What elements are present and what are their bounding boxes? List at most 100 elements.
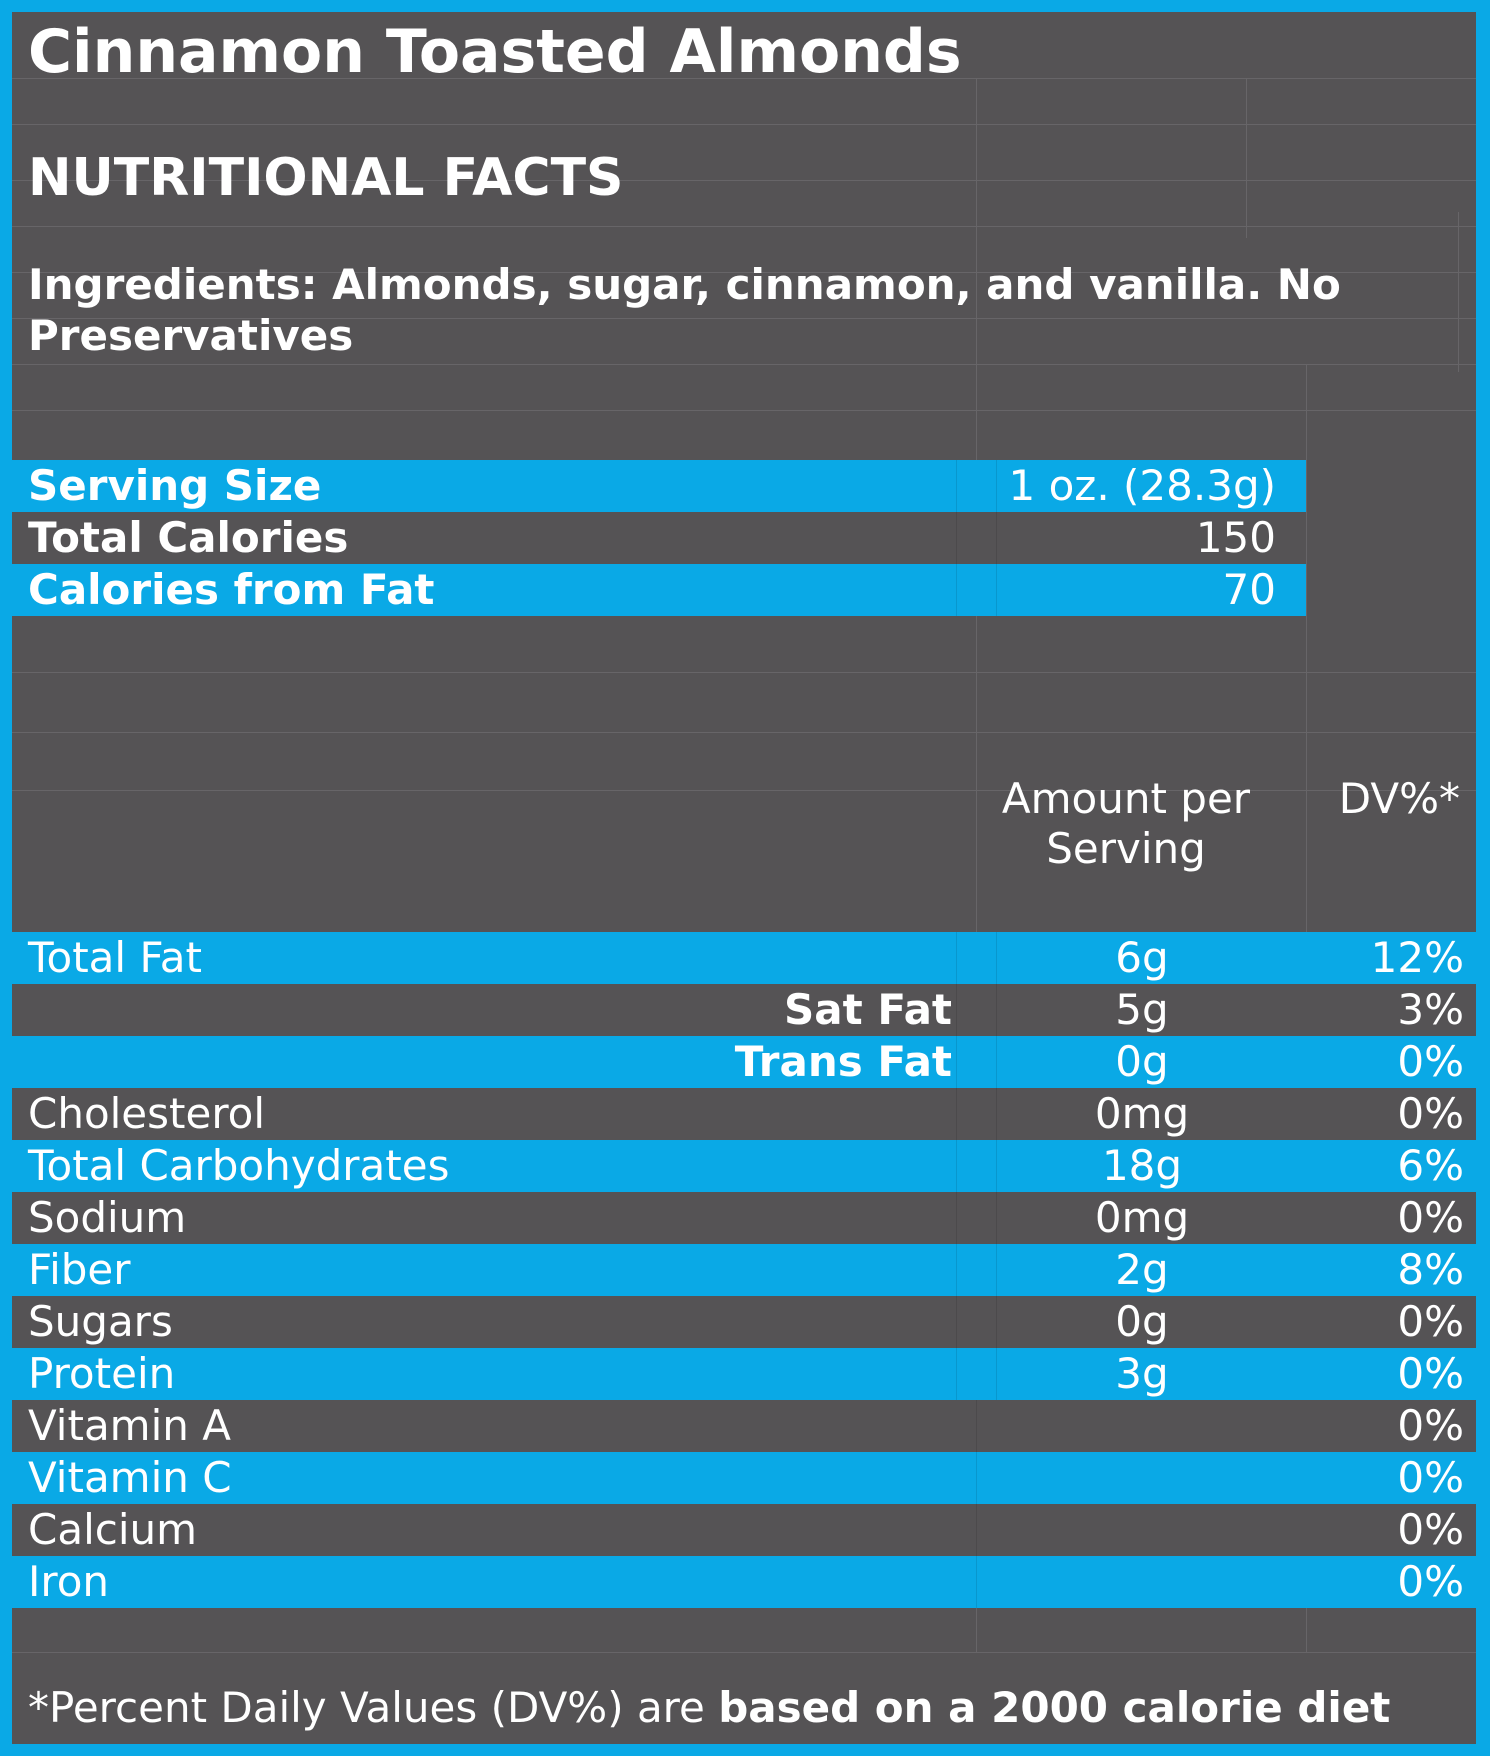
column-divider bbox=[956, 512, 957, 564]
nutrient-amount bbox=[998, 1556, 1286, 1608]
nutrient-row-trans-fat: Trans Fat 0g 0% bbox=[12, 1036, 1476, 1088]
nutrient-row-sat-fat: Sat Fat 5g 3% bbox=[12, 984, 1476, 1036]
nutrition-label: Cinnamon Toasted Almonds NUTRITIONAL FAC… bbox=[12, 12, 1476, 1744]
footnote-bold: based on a 2000 calorie diet bbox=[718, 1683, 1391, 1732]
nutrient-row-sodium: Sodium 0mg 0% bbox=[12, 1192, 1476, 1244]
nutrient-name: Total Fat bbox=[28, 933, 202, 982]
grid-line bbox=[12, 226, 1476, 227]
nutrient-dv: 0% bbox=[1397, 1557, 1464, 1606]
nutrient-name: Trans Fat bbox=[734, 1037, 952, 1086]
row-value: 150 bbox=[1195, 513, 1276, 562]
nutrient-amount: 5g bbox=[1115, 985, 1169, 1034]
nutrient-amount: 6g bbox=[1115, 933, 1169, 982]
nutrient-row-sugars: Sugars 0g 0% bbox=[12, 1296, 1476, 1348]
grid-line bbox=[12, 410, 1476, 411]
column-divider bbox=[996, 1140, 997, 1192]
grid-line bbox=[976, 78, 977, 1652]
footnote: *Percent Daily Values (DV%) are based on… bbox=[28, 1680, 1390, 1736]
grid-line bbox=[12, 732, 1476, 733]
product-title: Cinnamon Toasted Almonds bbox=[28, 17, 962, 87]
nutrient-row-total-carbohydrates: Total Carbohydrates 18g 6% bbox=[12, 1140, 1476, 1192]
column-divider bbox=[976, 1556, 977, 1608]
nutrient-dv: 6% bbox=[1397, 1141, 1464, 1190]
column-divider bbox=[956, 564, 957, 616]
column-divider bbox=[976, 1452, 977, 1504]
column-divider bbox=[956, 1036, 957, 1088]
footnote-normal: *Percent Daily Values (DV%) are bbox=[28, 1683, 719, 1732]
nutrient-amount: 0mg bbox=[1094, 1193, 1190, 1242]
nutrient-amount: 0g bbox=[1115, 1297, 1169, 1346]
nutrient-row-vitamin-a: Vitamin A 0% bbox=[12, 1400, 1476, 1452]
grid-line bbox=[12, 364, 1476, 365]
nutrient-row-protein: Protein 3g 0% bbox=[12, 1348, 1476, 1400]
nutrient-dv: 0% bbox=[1397, 1349, 1464, 1398]
grid-line bbox=[12, 124, 1476, 125]
grid-line bbox=[12, 1652, 1476, 1653]
column-divider bbox=[976, 1504, 977, 1556]
column-divider bbox=[956, 1348, 957, 1400]
row-label: Serving Size bbox=[28, 461, 322, 510]
nutrient-dv: 0% bbox=[1397, 1037, 1464, 1086]
grid-line bbox=[12, 78, 1476, 79]
nutrient-name: Protein bbox=[28, 1349, 176, 1398]
nutrient-amount bbox=[998, 1504, 1286, 1556]
column-divider bbox=[996, 984, 997, 1036]
grid-line bbox=[12, 672, 1476, 673]
amount-header-line2: Serving bbox=[1046, 824, 1206, 873]
nutrient-dv: 3% bbox=[1397, 985, 1464, 1034]
nutrient-row-fiber: Fiber 2g 8% bbox=[12, 1244, 1476, 1296]
section-heading: NUTRITIONAL FACTS bbox=[28, 148, 624, 208]
nutrient-dv: 0% bbox=[1397, 1089, 1464, 1138]
nutrient-dv: 8% bbox=[1397, 1245, 1464, 1294]
nutrient-row-cholesterol: Cholesterol 0mg 0% bbox=[12, 1088, 1476, 1140]
column-divider bbox=[956, 1244, 957, 1296]
grid-line bbox=[1246, 78, 1247, 238]
dv-column-header: DV%* bbox=[1338, 774, 1460, 823]
nutrient-amount: 0g bbox=[1115, 1037, 1169, 1086]
nutrient-name: Cholesterol bbox=[28, 1089, 266, 1138]
nutrient-name: Iron bbox=[28, 1557, 110, 1606]
row-value: 1 oz. (28.3g) bbox=[1008, 461, 1276, 510]
nutrient-dv: 0% bbox=[1397, 1401, 1464, 1450]
nutrient-dv: 0% bbox=[1397, 1193, 1464, 1242]
ingredients-text: Ingredients: Almonds, sugar, cinnamon, a… bbox=[28, 260, 1341, 360]
nutrient-row-vitamin-c: Vitamin C 0% bbox=[12, 1452, 1476, 1504]
row-label: Total Calories bbox=[28, 513, 349, 562]
nutrient-name: Vitamin C bbox=[28, 1453, 232, 1502]
nutrient-dv: 0% bbox=[1397, 1297, 1464, 1346]
nutrient-name: Vitamin A bbox=[28, 1401, 231, 1450]
nutrient-amount: 18g bbox=[1101, 1141, 1183, 1190]
serving-size-row: Serving Size 1 oz. (28.3g) bbox=[12, 460, 1306, 512]
column-divider bbox=[956, 932, 957, 984]
nutrient-row-total-fat: Total Fat 6g 12% bbox=[12, 932, 1476, 984]
column-divider bbox=[996, 512, 997, 564]
nutrient-name: Total Carbohydrates bbox=[28, 1141, 450, 1190]
nutrient-name: Calcium bbox=[28, 1505, 198, 1554]
total-calories-row: Total Calories 150 bbox=[12, 512, 1306, 564]
nutrient-dv: 0% bbox=[1397, 1453, 1464, 1502]
column-divider bbox=[996, 1296, 997, 1348]
nutrient-amount bbox=[998, 1400, 1286, 1452]
column-divider bbox=[996, 1348, 997, 1400]
amount-column-header: Amount per Serving bbox=[996, 774, 1256, 874]
nutrient-row-iron: Iron 0% bbox=[12, 1556, 1476, 1608]
nutrient-amount: 0mg bbox=[1094, 1089, 1190, 1138]
nutrient-dv: 12% bbox=[1370, 933, 1464, 982]
column-divider bbox=[956, 1140, 957, 1192]
column-divider bbox=[996, 1036, 997, 1088]
nutrient-name: Fiber bbox=[28, 1245, 131, 1294]
column-divider bbox=[956, 984, 957, 1036]
nutrient-amount bbox=[998, 1452, 1286, 1504]
column-divider bbox=[996, 564, 997, 616]
nutrient-row-calcium: Calcium 0% bbox=[12, 1504, 1476, 1556]
column-divider bbox=[996, 1088, 997, 1140]
column-divider bbox=[956, 460, 957, 512]
nutrient-dv: 0% bbox=[1397, 1505, 1464, 1554]
grid-line bbox=[12, 790, 1476, 791]
column-divider bbox=[996, 932, 997, 984]
column-divider bbox=[956, 1296, 957, 1348]
grid-line bbox=[12, 180, 1476, 181]
row-label: Calories from Fat bbox=[28, 565, 435, 614]
calories-from-fat-row: Calories from Fat 70 bbox=[12, 564, 1306, 616]
nutrient-name: Sugars bbox=[28, 1297, 173, 1346]
